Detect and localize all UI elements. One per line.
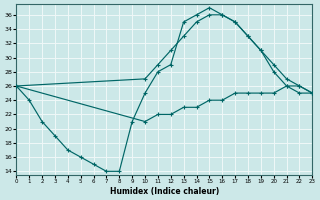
X-axis label: Humidex (Indice chaleur): Humidex (Indice chaleur) bbox=[110, 187, 219, 196]
